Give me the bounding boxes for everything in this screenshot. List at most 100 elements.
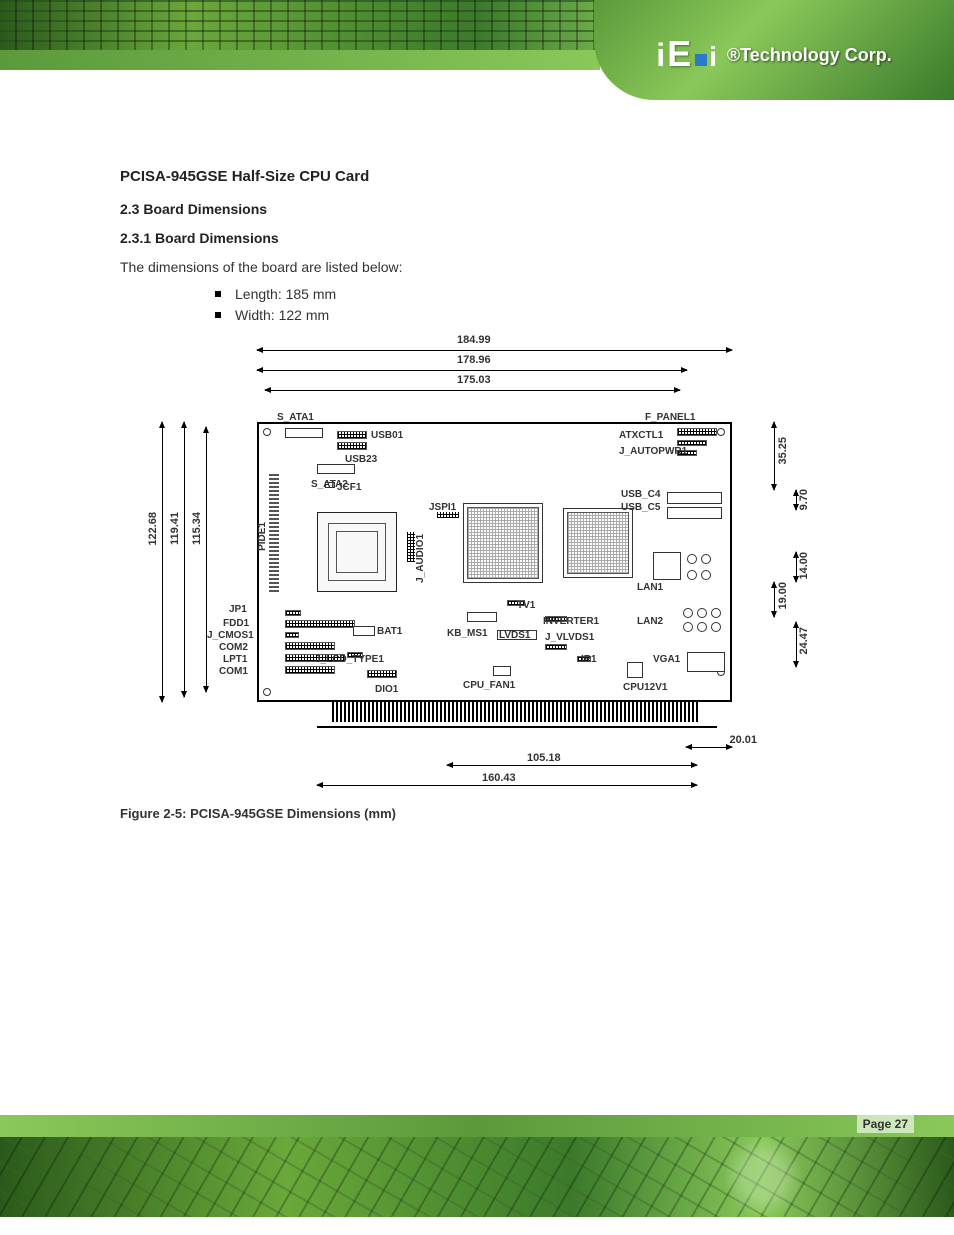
dim-bottom3: 20.01 bbox=[729, 732, 757, 749]
lead-text: The dimensions of the board are listed b… bbox=[120, 257, 834, 278]
bullet-icon bbox=[215, 291, 221, 297]
footer-pcb-texture bbox=[0, 1137, 954, 1217]
lbl-dio1: DIO1 bbox=[375, 682, 398, 697]
conn-kbms1 bbox=[467, 612, 497, 622]
chip-cpu bbox=[317, 512, 397, 592]
conn-bat1 bbox=[353, 626, 375, 636]
lbl-jaudio1: J_AUDIO1 bbox=[413, 534, 428, 583]
page-footer: Page 27 bbox=[0, 1115, 954, 1235]
lbl-usb01: USB01 bbox=[371, 428, 403, 443]
dimline-top1 bbox=[257, 350, 732, 351]
logo-char-2: E bbox=[667, 33, 691, 75]
lan2-hole bbox=[697, 622, 707, 632]
figure-caption: Figure 2-5: PCISA-945GSE Dimensions (mm) bbox=[120, 804, 834, 824]
header-accent-strip bbox=[0, 50, 600, 70]
lan1-hole bbox=[701, 570, 711, 580]
conn-fdd1 bbox=[285, 620, 355, 628]
board-diagram: 184.99 178.96 175.03 122.68 119.41 115.3… bbox=[137, 332, 817, 792]
lbl-usbc5: USB_C5 bbox=[621, 500, 660, 515]
chip-nb-frame bbox=[463, 503, 543, 583]
bullet-length-text: Length: 185 mm bbox=[235, 284, 336, 305]
dim-left3: 115.34 bbox=[189, 512, 206, 545]
lbl-jautopwr1: J_AUTOPWR1 bbox=[619, 444, 687, 459]
page-number: Page 27 bbox=[857, 1115, 914, 1133]
section-heading: 2.3 Board Dimensions bbox=[120, 199, 834, 220]
dimline-left3 bbox=[206, 427, 207, 692]
chip-sb-frame bbox=[563, 508, 633, 578]
lbl-inverter1: INVERTER1 bbox=[543, 614, 599, 629]
dimline-top2 bbox=[257, 370, 687, 371]
brand-corner: i E i ®Technology Corp. bbox=[594, 0, 954, 100]
dim-right4: 24.47 bbox=[796, 627, 813, 655]
conn-com2 bbox=[285, 642, 335, 650]
logo-dot bbox=[695, 54, 707, 66]
dimline-right4 bbox=[796, 622, 797, 667]
lbl-lan1: LAN1 bbox=[637, 580, 663, 595]
lbl-jvlvds1: J_VLVDS1 bbox=[545, 630, 594, 645]
lan1-hole bbox=[687, 570, 697, 580]
chip-lan1 bbox=[653, 552, 681, 580]
lbl-jp1: JP1 bbox=[229, 602, 247, 617]
dim-top1: 184.99 bbox=[457, 332, 491, 349]
dimline-left2 bbox=[184, 422, 185, 697]
bullet-width: Width: 122 mm bbox=[215, 305, 834, 326]
lan2-hole bbox=[711, 608, 721, 618]
conn-jp1 bbox=[285, 610, 301, 616]
lbl-lan2: LAN2 bbox=[637, 614, 663, 629]
diagram-container: 184.99 178.96 175.03 122.68 119.41 115.3… bbox=[120, 332, 834, 792]
dimline-right3 bbox=[774, 582, 775, 617]
dim-top3: 175.03 bbox=[457, 372, 491, 389]
conn-cpufan1 bbox=[493, 666, 511, 676]
dimline-bottom3 bbox=[686, 747, 732, 748]
conn-com1 bbox=[285, 666, 335, 674]
dim-left1: 122.68 bbox=[145, 512, 162, 546]
lan1-hole bbox=[687, 554, 697, 564]
dimline-bottom2 bbox=[317, 785, 697, 786]
dimline-bottom1 bbox=[447, 765, 697, 766]
lbl-fpanel1: F_PANEL1 bbox=[645, 410, 695, 425]
lbl-sata1: S_ATA1 bbox=[277, 410, 314, 425]
mount-hole bbox=[263, 688, 271, 696]
lbl-cpufan1: CPU_FAN1 bbox=[463, 678, 515, 693]
dimline-left1 bbox=[162, 422, 163, 702]
lbl-com1: COM1 bbox=[219, 664, 248, 679]
lbl-ir1: IR1 bbox=[581, 652, 597, 667]
subsection-heading: 2.3.1 Board Dimensions bbox=[120, 228, 834, 249]
dimline-right1 bbox=[796, 490, 797, 510]
bullet-width-text: Width: 122 mm bbox=[235, 305, 329, 326]
logo: i E i bbox=[656, 33, 717, 78]
lbl-lvds1: LVDS1 bbox=[499, 628, 531, 643]
lbl-kbms1: KB_MS1 bbox=[447, 626, 488, 641]
lan2-hole bbox=[683, 622, 693, 632]
dim-top2: 178.96 bbox=[457, 352, 491, 369]
lan2-hole bbox=[711, 622, 721, 632]
conn-usbc4 bbox=[667, 492, 722, 504]
lbl-jlcdtype1: J_LCD_TYPE1 bbox=[315, 652, 384, 667]
conn-usbc5 bbox=[667, 507, 722, 519]
conn-vga1 bbox=[687, 652, 725, 672]
logo-char-1: i bbox=[656, 37, 665, 74]
lbl-tv1: TV1 bbox=[517, 598, 535, 613]
dimline-top3 bbox=[265, 390, 680, 391]
document-title: PCISA-945GSE Half-Size CPU Card bbox=[120, 166, 834, 189]
conn-pide1 bbox=[269, 472, 279, 592]
lbl-pide1: PIDE1 bbox=[255, 522, 270, 551]
page-content: PCISA-945GSE Half-Size CPU Card 2.3 Boar… bbox=[0, 140, 954, 823]
lbl-vga1: VGA1 bbox=[653, 652, 680, 667]
conn-dio1 bbox=[367, 670, 397, 678]
lbl-atxctl1: ATXCTL1 bbox=[619, 428, 663, 443]
conn-usb23 bbox=[337, 442, 367, 450]
edge-connector-frame bbox=[317, 700, 717, 728]
mount-hole bbox=[263, 428, 271, 436]
lan1-hole bbox=[701, 554, 711, 564]
lbl-jspi1: JSPI1 bbox=[429, 500, 456, 515]
lbl-jcf1: JCF1 bbox=[337, 480, 361, 495]
footer-accent: Page 27 bbox=[0, 1115, 954, 1137]
conn-usb01 bbox=[337, 431, 367, 439]
dimline-right2 bbox=[796, 552, 797, 582]
lbl-bat1: BAT1 bbox=[377, 624, 402, 639]
conn-cpu12v1 bbox=[627, 662, 643, 678]
page-header: i E i ®Technology Corp. bbox=[0, 0, 954, 140]
dim-right5: 35.25 bbox=[775, 437, 792, 465]
brand-text: ®Technology Corp. bbox=[727, 45, 892, 66]
